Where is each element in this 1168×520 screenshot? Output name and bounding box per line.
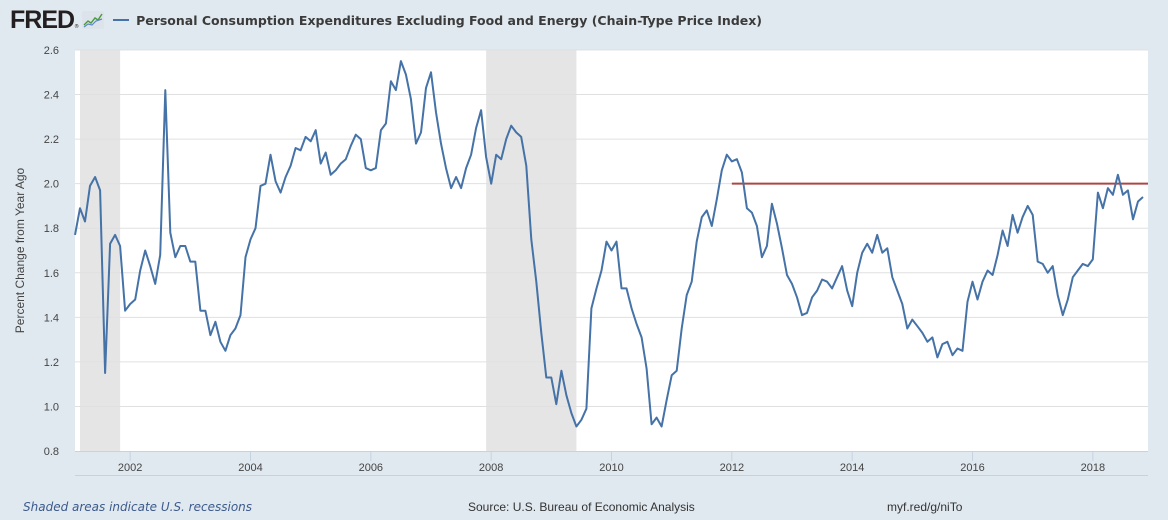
x-tick-label: 2012 — [720, 462, 744, 474]
y-tick-label: 1.2 — [44, 357, 59, 369]
fred-logo[interactable]: FRED — [10, 5, 75, 34]
x-tick-label: 2004 — [238, 462, 262, 474]
y-tick-label: 2.0 — [44, 179, 59, 191]
recession-band — [80, 50, 121, 451]
y-tick-label: 1.0 — [44, 401, 59, 413]
series-line — [74, 60, 1144, 428]
source-note: Source: U.S. Bureau of Economic Analysis — [468, 500, 695, 514]
x-axis-ticks: 2002 2004 2006 2008 2010 2012 2014 2016 2018 — [118, 451, 1105, 474]
recession-shading — [80, 50, 577, 451]
y-tick-label: 2.6 — [44, 45, 59, 57]
y-tick-label: 1.4 — [44, 312, 59, 324]
chart-header: FRED ® Personal Consumption Expenditures… — [10, 6, 762, 34]
y-tick-label: 0.8 — [44, 446, 59, 458]
y-tick-label: 2.4 — [44, 90, 59, 102]
x-tick-label: 2008 — [479, 462, 503, 474]
legend-swatch — [113, 19, 130, 21]
registered-mark: ® — [74, 24, 80, 30]
y-axis-ticks: 0.8 1.0 1.2 1.4 1.6 1.8 2.0 2.2 2.4 2.6 — [44, 45, 59, 458]
x-tick-label: 2002 — [118, 462, 142, 474]
y-tick-label: 1.8 — [44, 223, 59, 235]
recession-band — [486, 50, 577, 451]
y-tick-label: 2.2 — [44, 134, 59, 146]
short-url-link[interactable]: myf.red/g/niTo — [887, 500, 963, 514]
gridlines — [75, 49, 1148, 476]
x-tick-label: 2016 — [960, 462, 984, 474]
recession-note: Shaded areas indicate U.S. recessions — [23, 500, 253, 514]
y-axis-label: Percent Change from Year Ago — [13, 167, 27, 333]
x-tick-label: 2014 — [840, 462, 864, 474]
x-tick-label: 2006 — [359, 462, 383, 474]
series-title[interactable]: Personal Consumption Expenditures Exclud… — [136, 12, 763, 28]
x-tick-label: 2018 — [1081, 462, 1105, 474]
x-tick-label: 2010 — [599, 462, 623, 474]
y-tick-label: 1.6 — [44, 268, 59, 280]
line-graph-icon — [82, 11, 105, 29]
